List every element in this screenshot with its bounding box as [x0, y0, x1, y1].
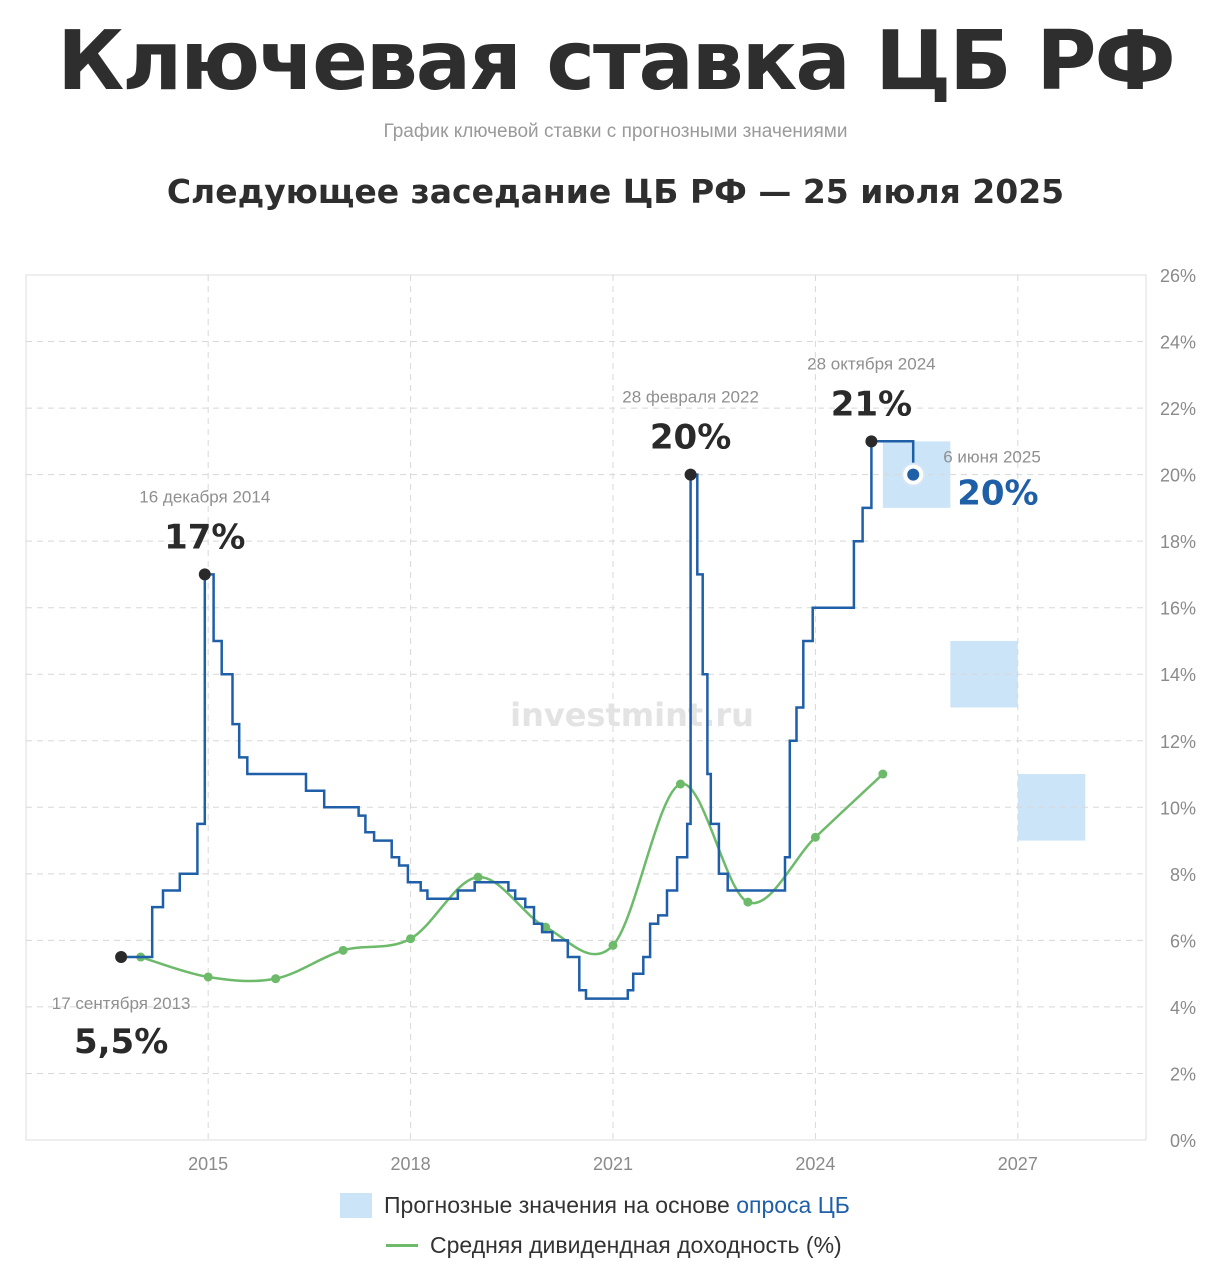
y-tick-label: 26% [1160, 266, 1196, 286]
annotation-marker [907, 468, 920, 481]
x-tick-label: 2015 [188, 1154, 228, 1174]
y-tick-label: 8% [1170, 865, 1196, 885]
y-tick-label: 16% [1160, 599, 1196, 619]
annotation-date: 6 июня 2025 [943, 448, 1041, 467]
next-meeting-heading: Следующее заседание ЦБ РФ — 25 июля 2025 [166, 172, 1065, 211]
legend-dividend: Средняя дивидендная доходность (%) [340, 1232, 842, 1259]
legend-forecast-link[interactable]: опроса ЦБ [736, 1192, 850, 1218]
legend-forecast: Прогнозные значения на основе опроса ЦБ [340, 1192, 850, 1219]
y-tick-label: 6% [1170, 931, 1196, 951]
dividend-point [878, 769, 888, 779]
y-tick-label: 24% [1160, 333, 1196, 353]
annotation-date: 28 февраля 2022 [622, 388, 759, 407]
y-tick-label: 22% [1160, 399, 1196, 419]
annotation-marker [865, 435, 878, 448]
y-tick-label: 10% [1160, 798, 1196, 818]
y-tick-label: 18% [1160, 532, 1196, 552]
legend-dividend-label: Средняя дивидендная доходность (%) [430, 1232, 842, 1258]
annotation-value: 21% [831, 384, 912, 424]
y-tick-label: 2% [1170, 1064, 1196, 1084]
watermark: investmint.ru [510, 696, 754, 734]
x-tick-label: 2021 [593, 1154, 633, 1174]
legend-dividend-line [386, 1244, 418, 1247]
annotation-date: 28 октября 2024 [807, 354, 935, 373]
dividend-yield-line [140, 773, 884, 983]
annotation-value: 20% [650, 418, 731, 458]
annotation-marker [198, 568, 211, 581]
dividend-point [810, 832, 820, 842]
page-title: Ключевая ставка ЦБ РФ [57, 14, 1176, 109]
dividend-point [473, 872, 483, 882]
annotation-date: 16 декабря 2014 [139, 487, 270, 506]
series-layer [121, 440, 915, 1000]
x-tick-label: 2027 [998, 1154, 1038, 1174]
x-tick-label: 2018 [391, 1154, 431, 1174]
dividend-point [608, 940, 618, 950]
dividend-point [406, 934, 416, 944]
grid-layer: 0% 2% 4% 6% 8% 10% 12% 14% 16% 18% 20% 22% 24% 26% 201… [25, 266, 1196, 1174]
legend-forecast-label: Прогнозные значения на основе [384, 1192, 737, 1218]
annotation-value: 20% [957, 474, 1038, 514]
y-tick-label: 4% [1170, 998, 1196, 1018]
page-subtitle: График ключевой ставки с прогнозными зна… [383, 121, 848, 142]
dividend-point [203, 972, 213, 982]
annotation-value: 17% [164, 517, 245, 557]
y-tick-label: 20% [1160, 466, 1196, 486]
annotation-date: 17 сентября 2013 [52, 994, 191, 1013]
dividend-point [675, 779, 685, 789]
y-tick-label: 12% [1160, 732, 1196, 752]
legend-forecast-swatch [340, 1193, 372, 1218]
y-tick-label: 14% [1160, 665, 1196, 685]
key-rate-line [121, 440, 915, 1000]
y-tick-label: 0% [1170, 1131, 1196, 1151]
annotation-value: 5,5% [74, 1022, 168, 1062]
x-tick-label: 2024 [795, 1154, 835, 1174]
dividend-point [743, 897, 753, 907]
dividend-point [338, 945, 348, 955]
annotation-marker [684, 468, 697, 481]
annotation-marker [115, 951, 128, 964]
dividend-point [271, 974, 281, 984]
plot-frame [25, 274, 1147, 1141]
annotation-layer: 17 сентября 2013 5,5% 16 декабря 2014 17% 28… [52, 354, 1041, 1062]
